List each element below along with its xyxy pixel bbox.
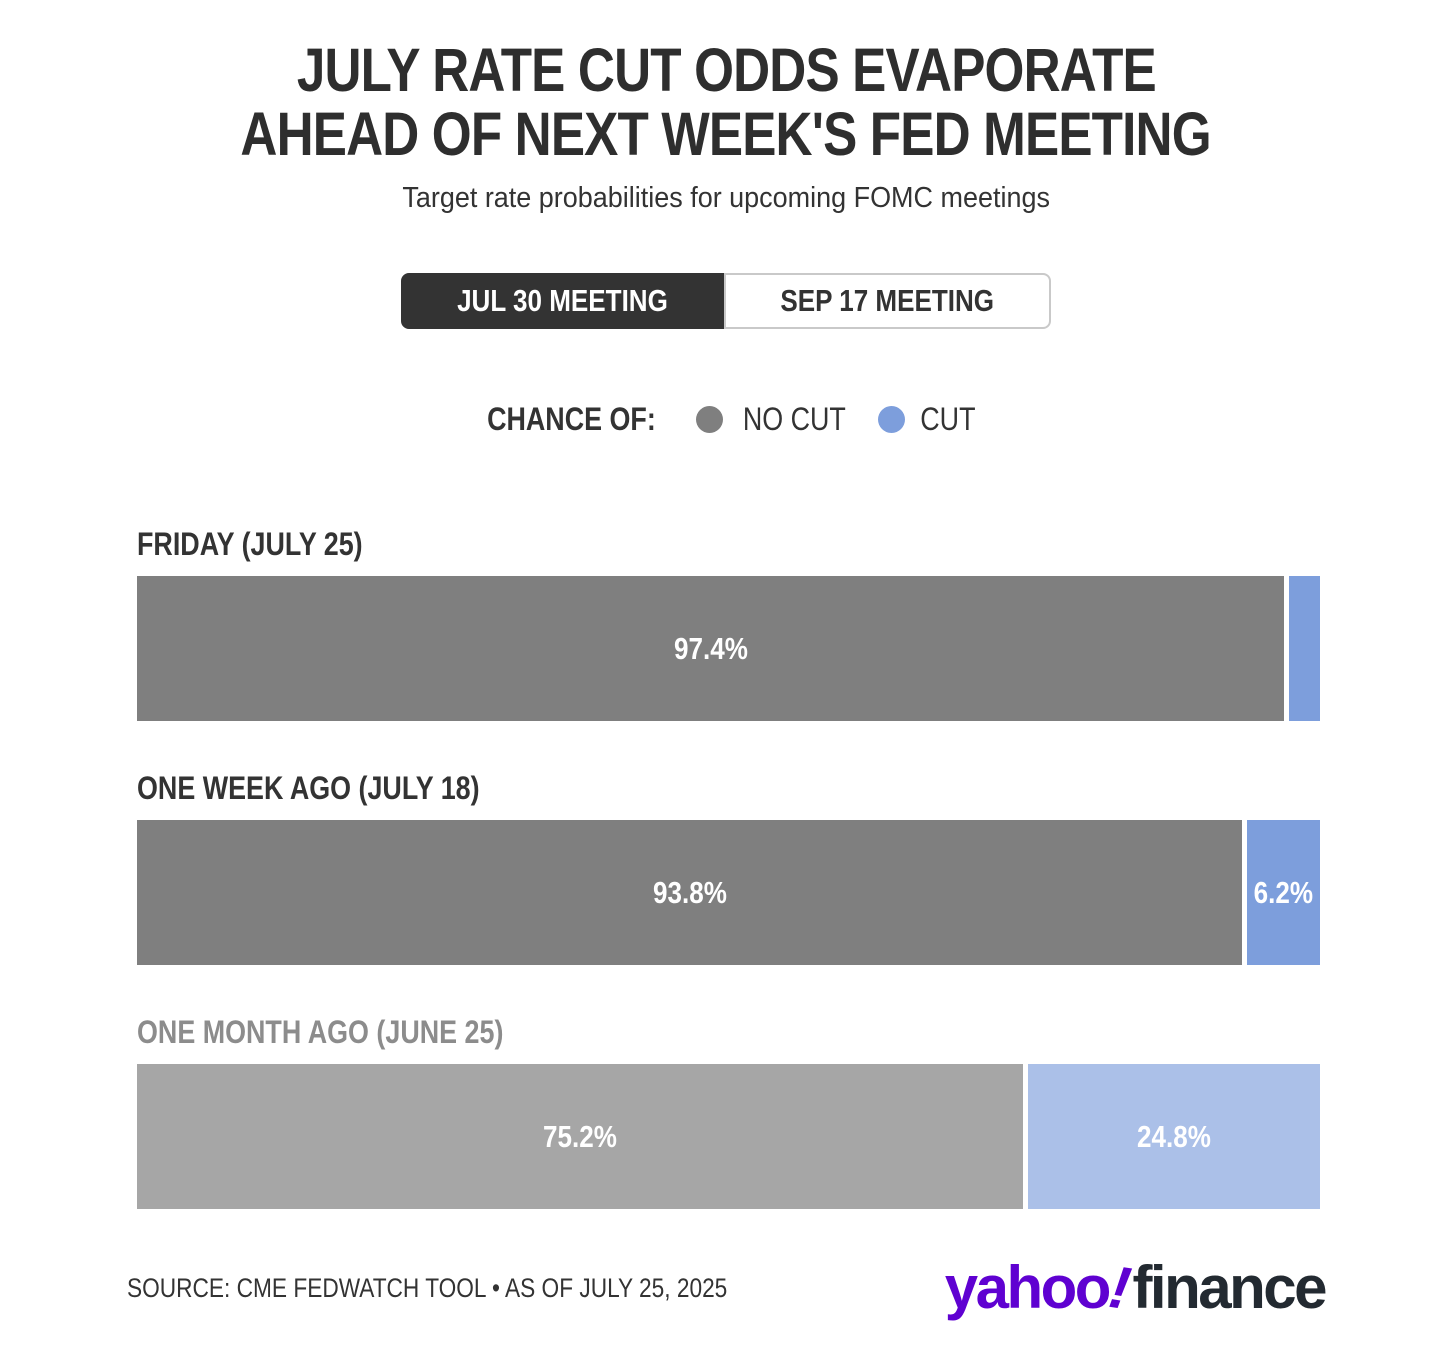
row-label: FRIDAY (JULY 25) [137, 526, 363, 563]
legend-item-no-cut: NO CUT [696, 401, 856, 438]
tab-sep-17-meeting[interactable]: SEP 17 MEETING [724, 273, 1051, 330]
cut-segment: 24.8% [1027, 1064, 1320, 1210]
cut-swatch-icon [877, 406, 905, 434]
logo-exclamation: ! [1104, 1253, 1133, 1322]
cut-segment [1289, 576, 1320, 722]
legend-item-cut: CUT [877, 401, 981, 438]
bar-chart: FRIDAY (JULY 25) 97.4% ONE WEEK AGO (JUL… [137, 526, 1320, 1210]
no-cut-segment: 93.8% [137, 820, 1242, 966]
cut-value: 24.8% [1137, 1118, 1211, 1154]
row-label: ONE MONTH AGO (JUNE 25) [137, 1014, 504, 1051]
legend-label-no-cut: NO CUT [743, 401, 847, 438]
no-cut-segment: 75.2% [137, 1064, 1023, 1210]
footer: SOURCE: CME FEDWATCH TOOL • AS OF JULY 2… [127, 1253, 1328, 1322]
legend-label-cut: CUT [920, 401, 976, 438]
source-note: SOURCE: CME FEDWATCH TOOL • AS OF JULY 2… [127, 1272, 728, 1303]
no-cut-value: 97.4% [673, 630, 748, 666]
page-title: JULY RATE CUT ODDS EVAPORATE AHEAD OF NE… [0, 38, 1452, 166]
no-cut-value: 75.2% [543, 1118, 617, 1154]
tab-jul-30-meeting[interactable]: JUL 30 MEETING [401, 273, 725, 330]
page-title-line-2: AHEAD OF NEXT WEEK'S FED MEETING [240, 100, 1212, 169]
logo-yahoo-text: yahoo [944, 1254, 1112, 1321]
no-cut-segment: 97.4% [137, 576, 1285, 722]
stacked-bar: 97.4% [137, 576, 1320, 722]
chart-row-friday: FRIDAY (JULY 25) 97.4% [137, 526, 1320, 722]
no-cut-swatch-icon [696, 406, 724, 434]
no-cut-value: 93.8% [652, 874, 727, 910]
stacked-bar: 75.2% 24.8% [137, 1064, 1320, 1210]
logo-finance-text: finance [1132, 1254, 1327, 1321]
tab-jul-30-label: JUL 30 MEETING [457, 283, 669, 319]
page-subtitle: Target rate probabilities for upcoming F… [402, 182, 1050, 215]
row-label: ONE WEEK AGO (JULY 18) [137, 770, 480, 807]
meeting-tabs: JUL 30 MEETING SEP 17 MEETING [0, 273, 1452, 330]
chart-row-one-week-ago: ONE WEEK AGO (JULY 18) 93.8% 6.2% [137, 770, 1320, 966]
cut-value: 6.2% [1253, 874, 1314, 910]
stacked-bar: 93.8% 6.2% [137, 820, 1320, 966]
cut-segment: 6.2% [1246, 820, 1320, 966]
chart-row-one-month-ago: ONE MONTH AGO (JUNE 25) 75.2% 24.8% [137, 1014, 1320, 1210]
page-title-line-1: JULY RATE CUT ODDS EVAPORATE [296, 36, 1156, 104]
yahoo-finance-logo: yahoo!finance [945, 1253, 1328, 1322]
tab-sep-17-label: SEP 17 MEETING [780, 283, 995, 319]
legend: CHANCE OF: NO CUT CUT [0, 401, 1452, 438]
legend-title: CHANCE OF: [487, 401, 657, 438]
